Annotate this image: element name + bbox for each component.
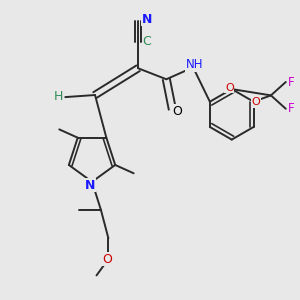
- Text: O: O: [252, 97, 260, 107]
- Text: O: O: [102, 253, 112, 266]
- Text: C: C: [143, 35, 152, 48]
- Text: O: O: [173, 105, 183, 118]
- Text: F: F: [288, 76, 294, 88]
- Text: NH: NH: [186, 58, 203, 71]
- Text: F: F: [288, 102, 294, 115]
- Text: H: H: [54, 90, 63, 103]
- Text: N: N: [142, 13, 152, 26]
- Text: O: O: [225, 82, 234, 93]
- Text: N: N: [85, 179, 96, 192]
